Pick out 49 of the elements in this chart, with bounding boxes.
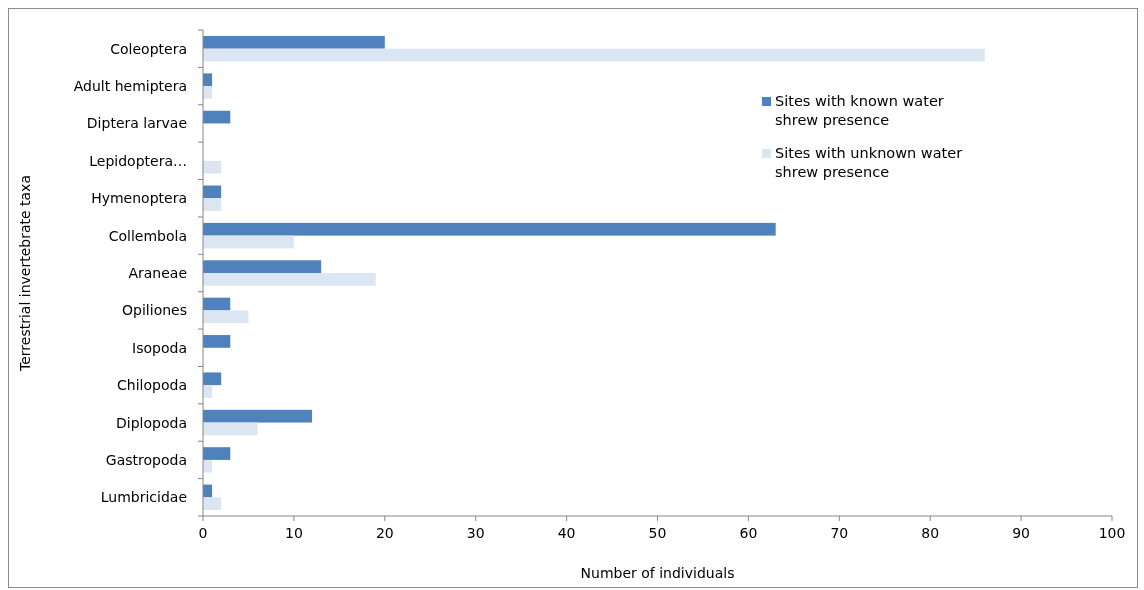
y-tick-label: Diptera larvae (86, 115, 187, 132)
bar (203, 260, 322, 273)
bar (203, 459, 213, 473)
y-tick-label: Hymenoptera (91, 190, 187, 207)
bar (203, 310, 249, 324)
bar (203, 198, 222, 211)
bar (203, 110, 231, 124)
x-tick-label: 40 (557, 525, 576, 541)
y-tick-label: Opiliones (122, 302, 187, 319)
bar (203, 235, 294, 249)
bar (203, 385, 213, 398)
x-tick-label: 90 (1012, 525, 1031, 541)
bar (203, 409, 313, 423)
x-tick-label: 30 (466, 525, 485, 541)
legend-label: Sites with unknown water shrew presence (775, 145, 963, 180)
legend-label: Sites with known water shrew presence (775, 93, 944, 128)
y-tick-label: Collembola (108, 227, 187, 244)
bar (203, 273, 376, 286)
y-tick-label: Araneae (128, 265, 187, 281)
bar (203, 160, 222, 174)
y-tick-label: Coleoptera (110, 40, 187, 57)
y-tick-label: Gastropoda (105, 451, 187, 468)
x-tick-label: 100 (1098, 525, 1126, 541)
x-tick-label: 20 (375, 525, 394, 541)
x-tick-label: 50 (648, 525, 667, 541)
bar (203, 222, 776, 236)
y-tick-label: Adult hemiptera (73, 78, 187, 95)
y-tick-label: Chilopoda (117, 377, 187, 394)
y-axis-title: Terrestrial invertebrate taxa (17, 175, 33, 372)
bar (203, 335, 231, 348)
bar (203, 73, 213, 87)
y-tick-label: Isopoda (132, 339, 187, 356)
bar (203, 422, 258, 436)
bar (203, 372, 222, 386)
x-tick-label: 70 (830, 525, 849, 541)
bar (203, 297, 231, 311)
bar (203, 497, 222, 511)
x-tick-label: 60 (739, 525, 758, 541)
bar (203, 48, 985, 62)
y-tick-label: Lumbricidae (100, 489, 187, 506)
y-tick-label: Diplopoda (116, 414, 187, 431)
bar (203, 86, 213, 99)
x-tick-label: 0 (198, 525, 208, 541)
bar (203, 447, 231, 460)
x-axis-title: Number of individuals (580, 565, 735, 581)
bar (203, 35, 385, 49)
x-tick-label: 80 (921, 525, 940, 541)
y-tick-label: Lepidoptera… (89, 152, 187, 169)
x-tick-label: 10 (284, 525, 303, 541)
